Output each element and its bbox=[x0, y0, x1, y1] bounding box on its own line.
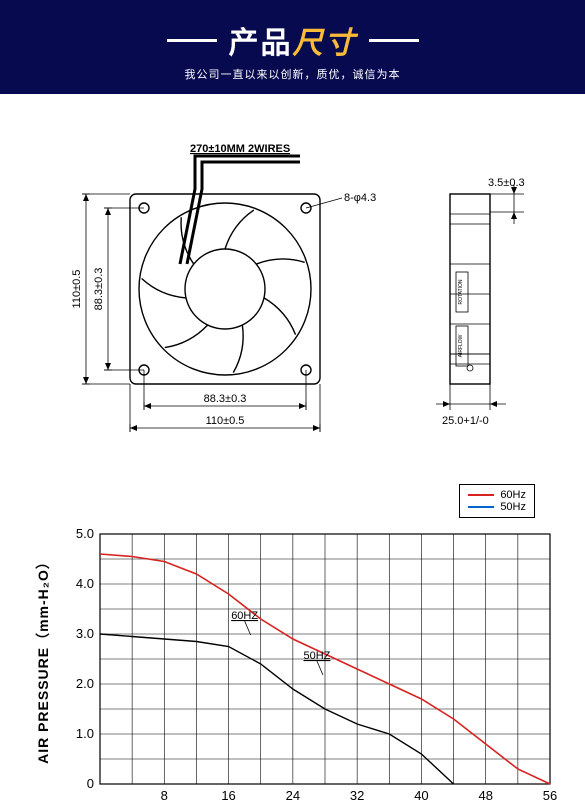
legend-60hz: 60Hz bbox=[468, 489, 526, 501]
svg-text:110±0.5: 110±0.5 bbox=[71, 270, 83, 309]
legend-line-50 bbox=[468, 506, 494, 508]
svg-text:4.0: 4.0 bbox=[76, 576, 94, 591]
svg-text:0: 0 bbox=[87, 776, 94, 791]
svg-text:8: 8 bbox=[161, 788, 168, 803]
title-white: 产品尺寸 bbox=[229, 18, 357, 62]
pressure-chart-container: 60Hz 50Hz 0 1.0 2.0 3.0 4.0 5.0 8 16 24 32 40 48 56 A… bbox=[0, 464, 585, 804]
title-row: 产品尺寸 bbox=[0, 18, 585, 62]
svg-text:48: 48 bbox=[478, 788, 492, 803]
header-banner: 产品尺寸 我公司一直以来以创新，质优，诚信为本 bbox=[0, 0, 585, 94]
legend-label-50: 50Hz bbox=[500, 501, 526, 513]
svg-text:8-φ4.3: 8-φ4.3 bbox=[344, 192, 376, 204]
svg-text:3.5±0.3: 3.5±0.3 bbox=[488, 177, 525, 189]
legend-line-60 bbox=[468, 494, 494, 496]
svg-text:1.0: 1.0 bbox=[76, 726, 94, 741]
svg-text:88.3±0.3: 88.3±0.3 bbox=[204, 393, 247, 405]
svg-text:88.3±0.3: 88.3±0.3 bbox=[93, 268, 105, 311]
chart-legend: 60Hz 50Hz bbox=[459, 484, 535, 518]
svg-text:56: 56 bbox=[543, 788, 557, 803]
svg-text:3.0: 3.0 bbox=[76, 626, 94, 641]
svg-text:110±0.5: 110±0.5 bbox=[206, 415, 245, 427]
svg-text:2.0: 2.0 bbox=[76, 676, 94, 691]
dash-right bbox=[369, 39, 419, 42]
svg-text:32: 32 bbox=[350, 788, 364, 803]
svg-text:60HZ: 60HZ bbox=[231, 610, 258, 622]
svg-text:AIRFLOW: AIRFLOW bbox=[458, 334, 464, 357]
svg-text:ROTATION: ROTATION bbox=[458, 279, 464, 304]
legend-label-60: 60Hz bbox=[500, 489, 526, 501]
svg-text:16: 16 bbox=[221, 788, 235, 803]
svg-text:AIR PRESSURE（mm-H₂O）: AIR PRESSURE（mm-H₂O） bbox=[35, 554, 51, 764]
svg-text:40: 40 bbox=[414, 788, 428, 803]
svg-text:270±10MM 2WIRES: 270±10MM 2WIRES bbox=[190, 143, 290, 155]
svg-text:5.0: 5.0 bbox=[76, 526, 94, 541]
svg-text:24: 24 bbox=[286, 788, 300, 803]
legend-50hz: 50Hz bbox=[468, 501, 526, 513]
engineering-drawing: 270±10MM 2WIRES 8-φ4.3 88.3±0.3 110±0.5 88.3… bbox=[0, 94, 585, 464]
header-subtitle: 我公司一直以来以创新，质优，诚信为本 bbox=[0, 66, 585, 82]
dash-left bbox=[167, 39, 217, 42]
svg-text:50HZ: 50HZ bbox=[304, 650, 331, 662]
svg-text:25.0+1/-0: 25.0+1/-0 bbox=[442, 415, 489, 427]
